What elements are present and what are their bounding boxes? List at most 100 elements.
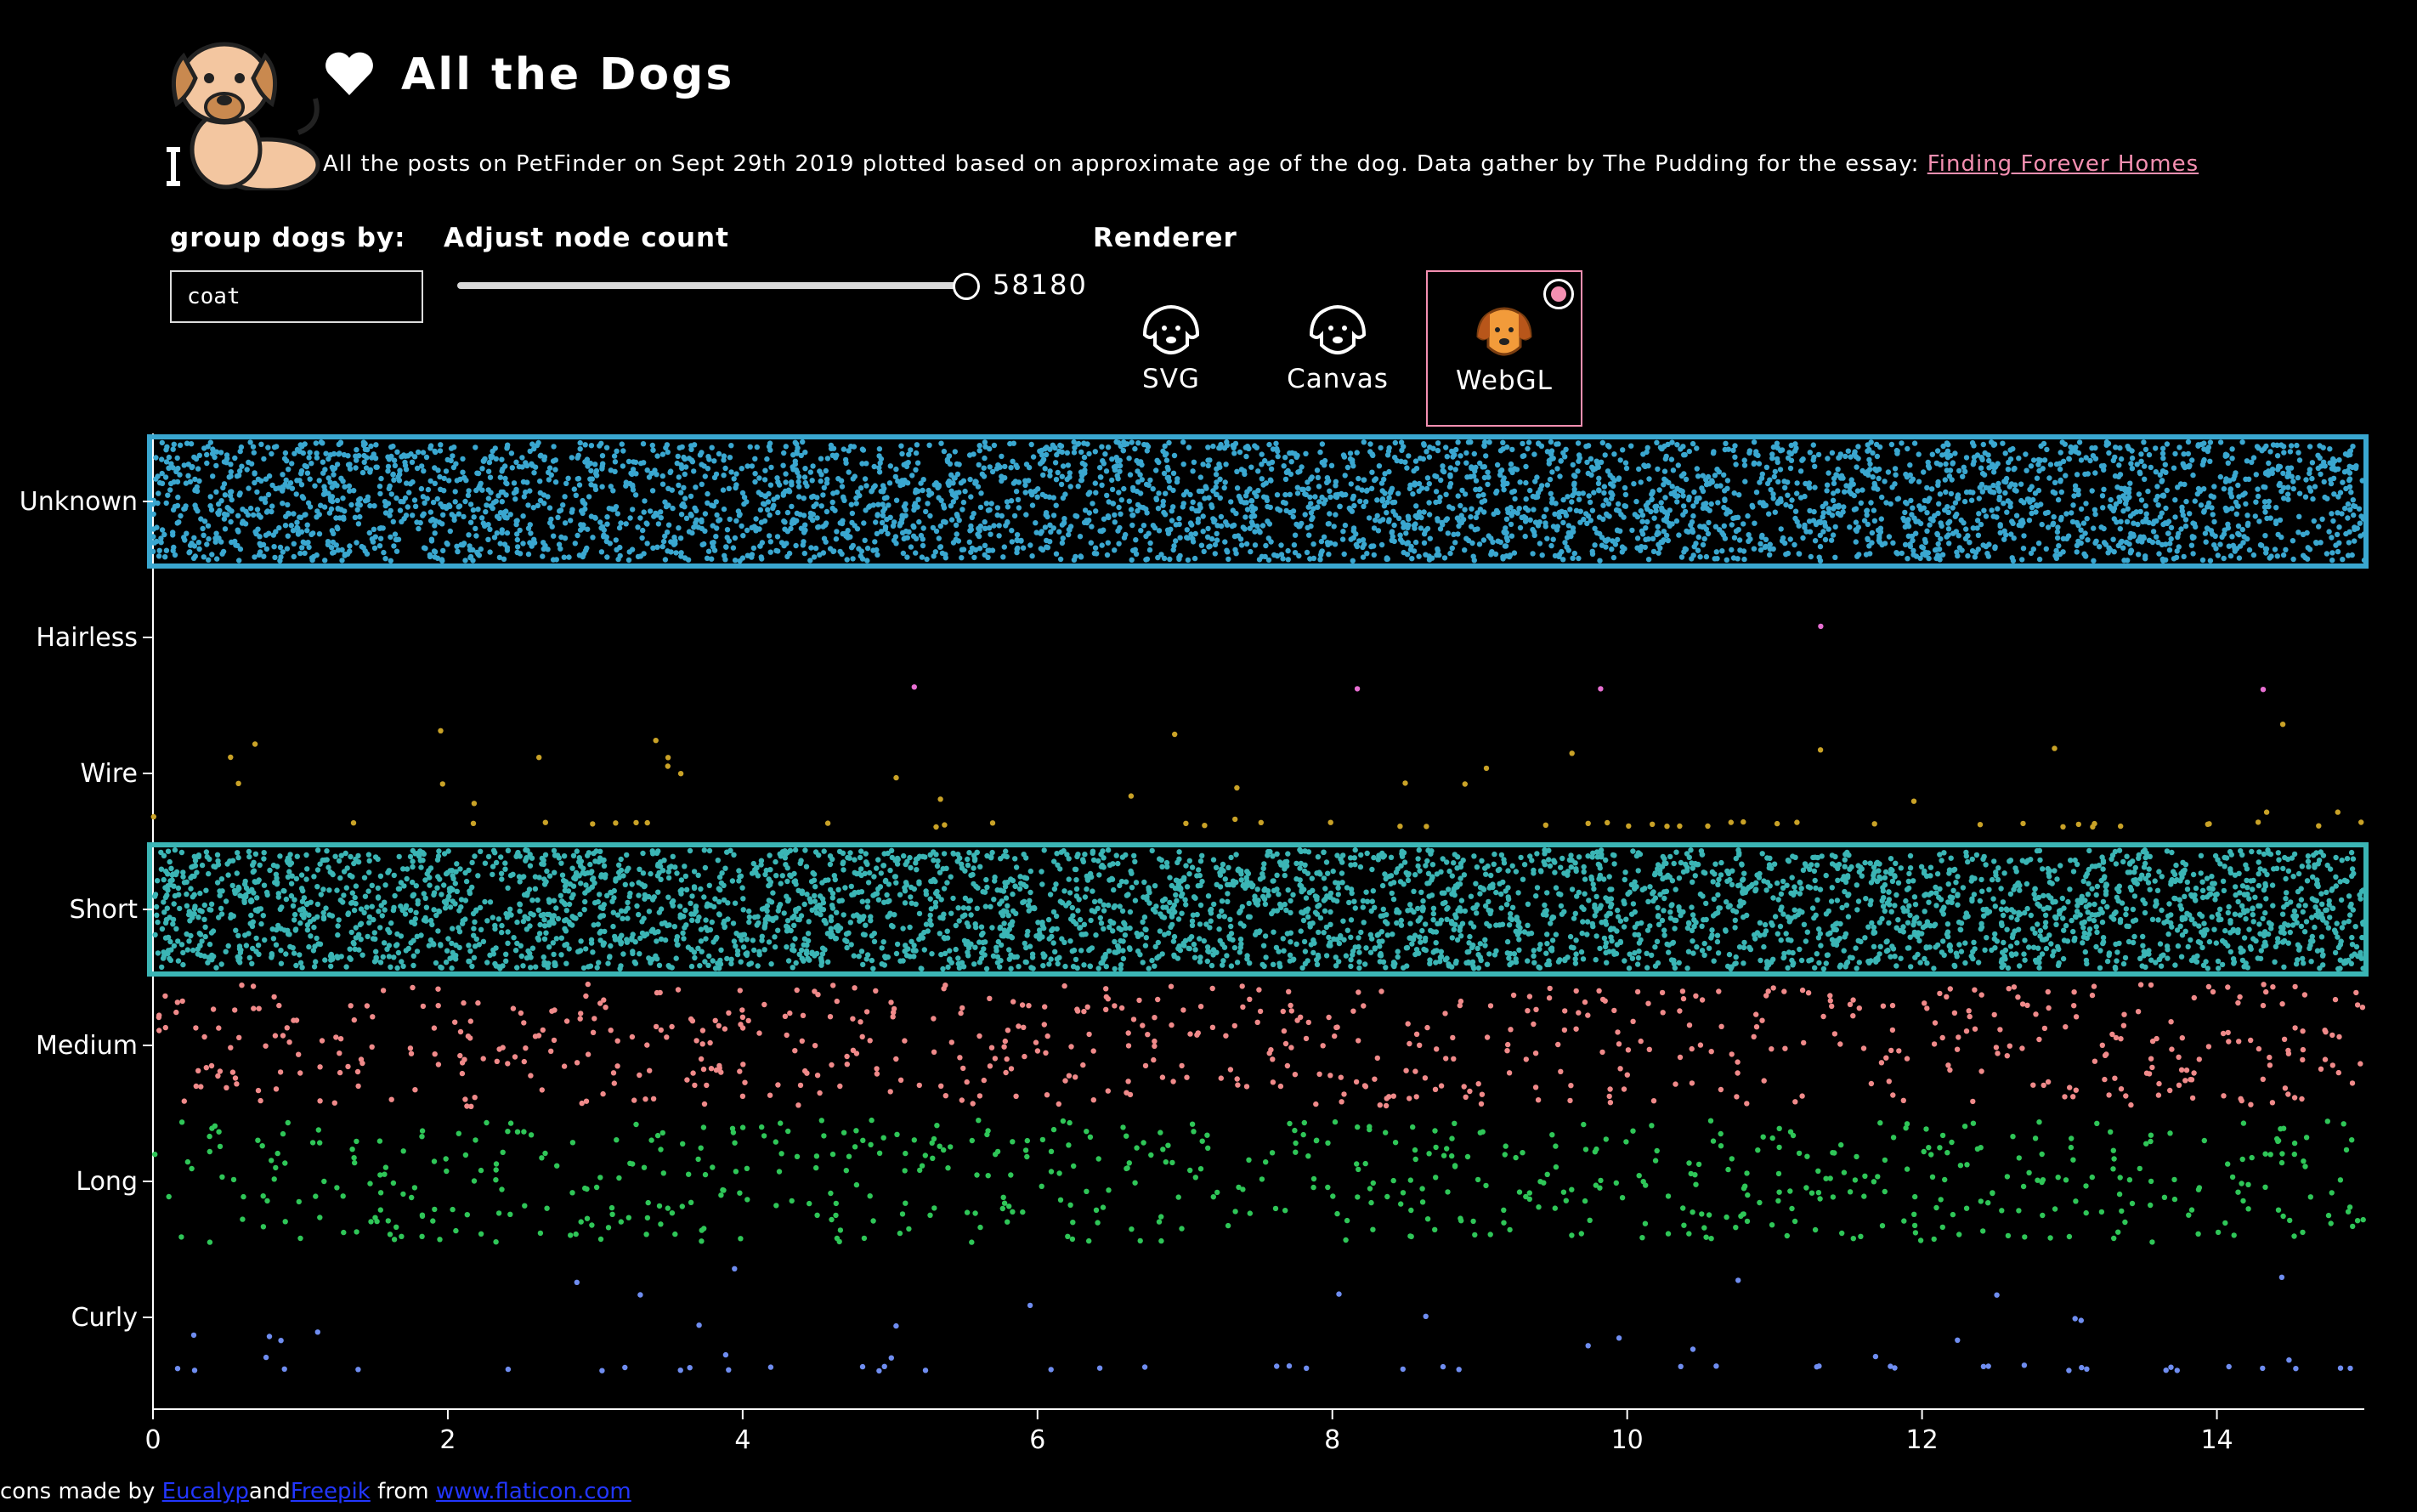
data-point [438,728,444,733]
data-point [254,507,261,512]
data-point [795,469,801,476]
data-point [1863,552,1870,558]
data-point [388,491,394,497]
renderer-option-webgl[interactable]: WebGL [1426,270,1582,427]
data-point [685,557,692,563]
data-point [2123,906,2130,912]
data-point [1306,532,1312,538]
data-point [1327,494,1333,500]
data-point [561,554,567,560]
data-point [2111,516,2117,522]
data-point [603,538,609,545]
data-point [1337,503,1343,510]
data-point [1527,487,1533,494]
data-point [1403,530,1409,536]
data-point [1475,965,1482,971]
data-point [2171,556,2177,562]
data-point [236,558,242,563]
data-point [611,453,618,459]
data-point [434,496,440,502]
data-point [747,444,753,450]
data-point [1355,485,1361,491]
data-point [966,539,973,545]
data-point [487,526,493,532]
data-point [601,534,607,540]
data-point [1576,452,1582,458]
data-point [308,461,314,467]
data-point [910,533,917,539]
data-point [421,468,427,474]
data-point [335,506,341,512]
data-point [1240,524,1247,530]
data-point [155,500,161,507]
data-point [1875,527,1882,533]
data-point [1489,549,1495,555]
data-point [2044,446,2050,453]
data-point [982,525,988,531]
data-point [347,488,353,494]
data-point [2201,508,2207,514]
data-point [1332,541,1339,547]
data-point [991,442,998,449]
data-point [1977,822,1984,828]
data-point [504,547,511,553]
data-point [2221,555,2227,562]
data-point [1643,502,1650,508]
data-point [2107,503,2113,510]
data-point [1451,531,1457,537]
node-count-slider-track[interactable] [457,282,967,289]
data-point [875,552,880,558]
data-point [2215,552,2221,558]
data-point [2319,516,2325,522]
renderer-option-canvas[interactable]: Canvas [1259,270,1416,427]
data-point [1265,557,1272,563]
data-point [678,490,684,496]
data-point [524,926,530,932]
data-point [1911,440,1918,446]
essay-link[interactable]: Finding Forever Homes [1927,151,2199,177]
group-by-input[interactable] [170,270,423,323]
data-point [2157,941,2164,947]
data-point [2333,854,2339,861]
data-point [1569,750,1575,756]
node-count-slider-thumb[interactable] [953,273,980,300]
data-point [1831,480,1837,486]
data-point [1370,888,1377,894]
data-point [2322,494,2328,501]
data-point [1447,473,1453,479]
data-point [1371,525,1378,531]
data-point [1483,765,1490,772]
data-point [1046,494,1053,500]
data-point [1480,492,1486,498]
data-point [250,444,257,450]
data-point [1807,507,1813,514]
data-point [1064,450,1071,456]
data-point [177,472,183,478]
data-point [1374,497,1380,503]
data-point [1233,510,1239,517]
data-point [1751,546,1758,552]
renderer-option-svg[interactable]: SVG [1093,270,1249,427]
data-point [872,483,878,489]
data-point [2036,556,2043,563]
data-point [209,552,215,558]
data-point [1177,535,1183,541]
data-point [1099,482,1105,488]
data-point [2052,745,2058,751]
data-point [1270,961,1276,967]
data-point [2253,472,2259,478]
data-point [195,540,202,546]
data-point [1324,479,1330,485]
data-point [895,478,901,484]
data-point [523,460,529,466]
data-point [1426,512,1433,518]
data-point [2128,461,2134,467]
data-point [1010,458,1016,464]
data-point [1681,452,1687,458]
data-point [1782,540,1788,546]
data-point [1376,463,1383,469]
data-point [1357,498,1363,504]
data-point [2243,916,2249,922]
data-point [1208,535,1215,542]
data-point [314,514,320,520]
